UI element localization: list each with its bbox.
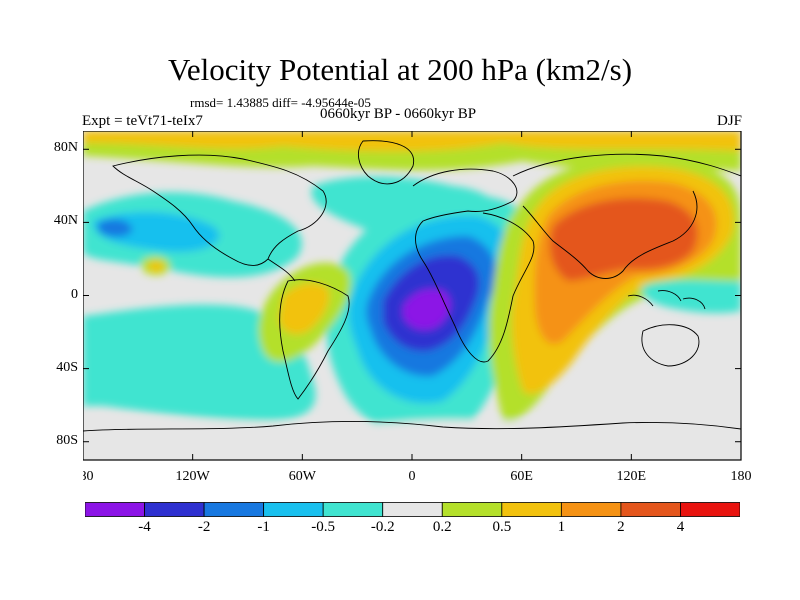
rmsd-diff-text: rmsd= 1.43885 diff= -4.95644e-05	[190, 95, 371, 110]
colorbar-swatch	[144, 502, 205, 517]
lon-tick-label: 60E	[510, 469, 533, 484]
colorbar-swatch	[203, 502, 265, 517]
colorbar-level-label: -0.2	[370, 519, 395, 535]
axis-ticks	[83, 131, 742, 460]
experiment-label: Expt = teVt71-teIx7	[82, 113, 203, 129]
lon-tick-label: 0	[409, 469, 416, 484]
colorbar-swatch	[263, 502, 324, 517]
axis-tick-labels: 180 120W 60W 0 60E 120E 180	[83, 469, 752, 484]
colorbar	[85, 502, 740, 517]
colorbar-swatch	[560, 502, 622, 517]
colorbar-swatch	[441, 502, 503, 517]
colorbar-level-label: -4	[138, 519, 151, 535]
colorbar-swatch	[680, 502, 740, 517]
lon-tick-label: 120E	[617, 469, 647, 484]
lon-tick-label: 120W	[176, 469, 211, 484]
colorbar-level-label: 1	[557, 519, 566, 535]
colorbar-swatch	[620, 502, 681, 517]
lat-tick-label: 40N	[53, 213, 78, 229]
map-plot: 180 120W 60W 0 60E 120E 180	[83, 131, 752, 484]
colorbar-level-label: 4	[676, 519, 685, 535]
colorbar-level-label: 0.5	[492, 519, 512, 535]
lat-tick-label: 40S	[56, 359, 78, 375]
page-title: Velocity Potential at 200 hPa (km2/s)	[167, 52, 633, 87]
colorbar-level-label: -1	[257, 519, 270, 535]
lon-tick-label: 180	[83, 469, 94, 484]
colorbar-level-label: 0.2	[432, 519, 452, 535]
colorbar-labels: -4 -2 -1 -0.5 -0.2 0.2 0.5 1 2 4	[85, 519, 740, 539]
lat-tick-label: 80S	[56, 432, 78, 448]
colorbar-level-label: -0.5	[311, 519, 336, 535]
lat-tick-label: 0	[71, 286, 78, 302]
colorbar-swatch	[501, 502, 562, 517]
lon-tick-label: 180	[731, 469, 752, 484]
season-label: DJF	[716, 113, 742, 129]
colorbar-level-label: 2	[617, 519, 625, 535]
lat-tick-label: 80N	[53, 140, 78, 156]
colorbar-swatch	[382, 502, 443, 517]
colorbar-swatch	[322, 502, 384, 517]
lon-tick-label: 60W	[289, 469, 317, 484]
coastline	[83, 140, 742, 432]
field-layer	[83, 131, 741, 460]
colorbar-level-label: -2	[197, 519, 211, 535]
colorbar-swatch	[85, 502, 145, 517]
period-label: 0660kyr BP - 0660kyr BP	[320, 106, 477, 122]
